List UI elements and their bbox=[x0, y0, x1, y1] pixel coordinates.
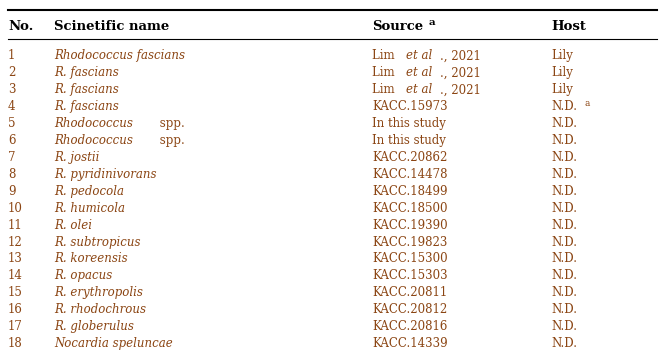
Text: KACC.20811: KACC.20811 bbox=[372, 286, 448, 299]
Text: N.D.: N.D. bbox=[551, 100, 577, 113]
Text: Source: Source bbox=[372, 20, 424, 33]
Text: R. opacus: R. opacus bbox=[55, 269, 112, 282]
Text: 15: 15 bbox=[8, 286, 23, 299]
Text: 7: 7 bbox=[8, 151, 15, 164]
Text: N.D.: N.D. bbox=[551, 235, 577, 249]
Text: KACC.15973: KACC.15973 bbox=[372, 100, 448, 113]
Text: 10: 10 bbox=[8, 202, 23, 215]
Text: Rhodococcus: Rhodococcus bbox=[55, 134, 133, 147]
Text: R. jostii: R. jostii bbox=[55, 151, 100, 164]
Text: R. olei: R. olei bbox=[55, 219, 92, 232]
Text: KACC.14478: KACC.14478 bbox=[372, 168, 448, 181]
Text: Lim: Lim bbox=[372, 49, 398, 62]
Text: R. pyridinivorans: R. pyridinivorans bbox=[55, 168, 157, 181]
Text: In this study: In this study bbox=[372, 134, 446, 147]
Text: KACC.15303: KACC.15303 bbox=[372, 269, 448, 282]
Text: 8: 8 bbox=[8, 168, 15, 181]
Text: N.D.: N.D. bbox=[551, 134, 577, 147]
Text: N.D.: N.D. bbox=[551, 202, 577, 215]
Text: N.D.: N.D. bbox=[551, 151, 577, 164]
Text: R. fascians: R. fascians bbox=[55, 100, 119, 113]
Text: 14: 14 bbox=[8, 269, 23, 282]
Text: et al: et al bbox=[406, 67, 432, 79]
Text: N.D.: N.D. bbox=[551, 320, 577, 333]
Text: R. fascians: R. fascians bbox=[55, 83, 119, 96]
Text: R. koreensis: R. koreensis bbox=[55, 252, 128, 265]
Text: R. rhodochrous: R. rhodochrous bbox=[55, 303, 146, 316]
Text: N.D.: N.D. bbox=[551, 286, 577, 299]
Text: 5: 5 bbox=[8, 117, 15, 130]
Text: Lily: Lily bbox=[551, 67, 573, 79]
Text: N.D.: N.D. bbox=[551, 337, 577, 350]
Text: Lim: Lim bbox=[372, 83, 398, 96]
Text: 13: 13 bbox=[8, 252, 23, 265]
Text: KACC.20812: KACC.20812 bbox=[372, 303, 448, 316]
Text: R. fascians: R. fascians bbox=[55, 67, 119, 79]
Text: KACC.18499: KACC.18499 bbox=[372, 185, 448, 198]
Text: Lim: Lim bbox=[372, 67, 398, 79]
Text: In this study: In this study bbox=[372, 117, 446, 130]
Text: 4: 4 bbox=[8, 100, 15, 113]
Text: ., 2021: ., 2021 bbox=[440, 49, 481, 62]
Text: Scinetific name: Scinetific name bbox=[55, 20, 170, 33]
Text: KACC.14339: KACC.14339 bbox=[372, 337, 448, 350]
Text: spp.: spp. bbox=[156, 117, 184, 130]
Text: N.D.: N.D. bbox=[551, 100, 577, 113]
Text: 2: 2 bbox=[8, 67, 15, 79]
Text: 18: 18 bbox=[8, 337, 23, 350]
Text: N.D.: N.D. bbox=[551, 117, 577, 130]
Text: a: a bbox=[585, 99, 590, 107]
Text: spp.: spp. bbox=[156, 134, 184, 147]
Text: 1: 1 bbox=[8, 49, 15, 62]
Text: ., 2021: ., 2021 bbox=[440, 67, 481, 79]
Text: N.D.: N.D. bbox=[551, 252, 577, 265]
Text: R. pedocola: R. pedocola bbox=[55, 185, 124, 198]
Text: N.D.: N.D. bbox=[551, 168, 577, 181]
Text: No.: No. bbox=[8, 20, 33, 33]
Text: N.D.: N.D. bbox=[551, 269, 577, 282]
Text: 16: 16 bbox=[8, 303, 23, 316]
Text: et al: et al bbox=[406, 49, 432, 62]
Text: R. subtropicus: R. subtropicus bbox=[55, 235, 141, 249]
Text: KACC.18500: KACC.18500 bbox=[372, 202, 448, 215]
Text: 11: 11 bbox=[8, 219, 23, 232]
Text: N.D.: N.D. bbox=[551, 303, 577, 316]
Text: Host: Host bbox=[551, 20, 586, 33]
Text: 9: 9 bbox=[8, 185, 15, 198]
Text: KACC.19823: KACC.19823 bbox=[372, 235, 448, 249]
Text: Rhodococcus fascians: Rhodococcus fascians bbox=[55, 49, 186, 62]
Text: KACC.20862: KACC.20862 bbox=[372, 151, 448, 164]
Text: 6: 6 bbox=[8, 134, 15, 147]
Text: N.D.: N.D. bbox=[551, 185, 577, 198]
Text: R. erythropolis: R. erythropolis bbox=[55, 286, 143, 299]
Text: Lily: Lily bbox=[551, 83, 573, 96]
Text: KACC.19390: KACC.19390 bbox=[372, 219, 448, 232]
Text: a: a bbox=[428, 18, 435, 27]
Text: 12: 12 bbox=[8, 235, 23, 249]
Text: R. humicola: R. humicola bbox=[55, 202, 126, 215]
Text: Nocardia speluncae: Nocardia speluncae bbox=[55, 337, 173, 350]
Text: 17: 17 bbox=[8, 320, 23, 333]
Text: ., 2021: ., 2021 bbox=[440, 83, 481, 96]
Text: N.D.: N.D. bbox=[551, 219, 577, 232]
Text: 3: 3 bbox=[8, 83, 15, 96]
Text: et al: et al bbox=[406, 83, 432, 96]
Text: Rhodococcus: Rhodococcus bbox=[55, 117, 133, 130]
Text: KACC.20816: KACC.20816 bbox=[372, 320, 448, 333]
Text: Lily: Lily bbox=[551, 49, 573, 62]
Text: KACC.15300: KACC.15300 bbox=[372, 252, 448, 265]
Text: R. globerulus: R. globerulus bbox=[55, 320, 134, 333]
